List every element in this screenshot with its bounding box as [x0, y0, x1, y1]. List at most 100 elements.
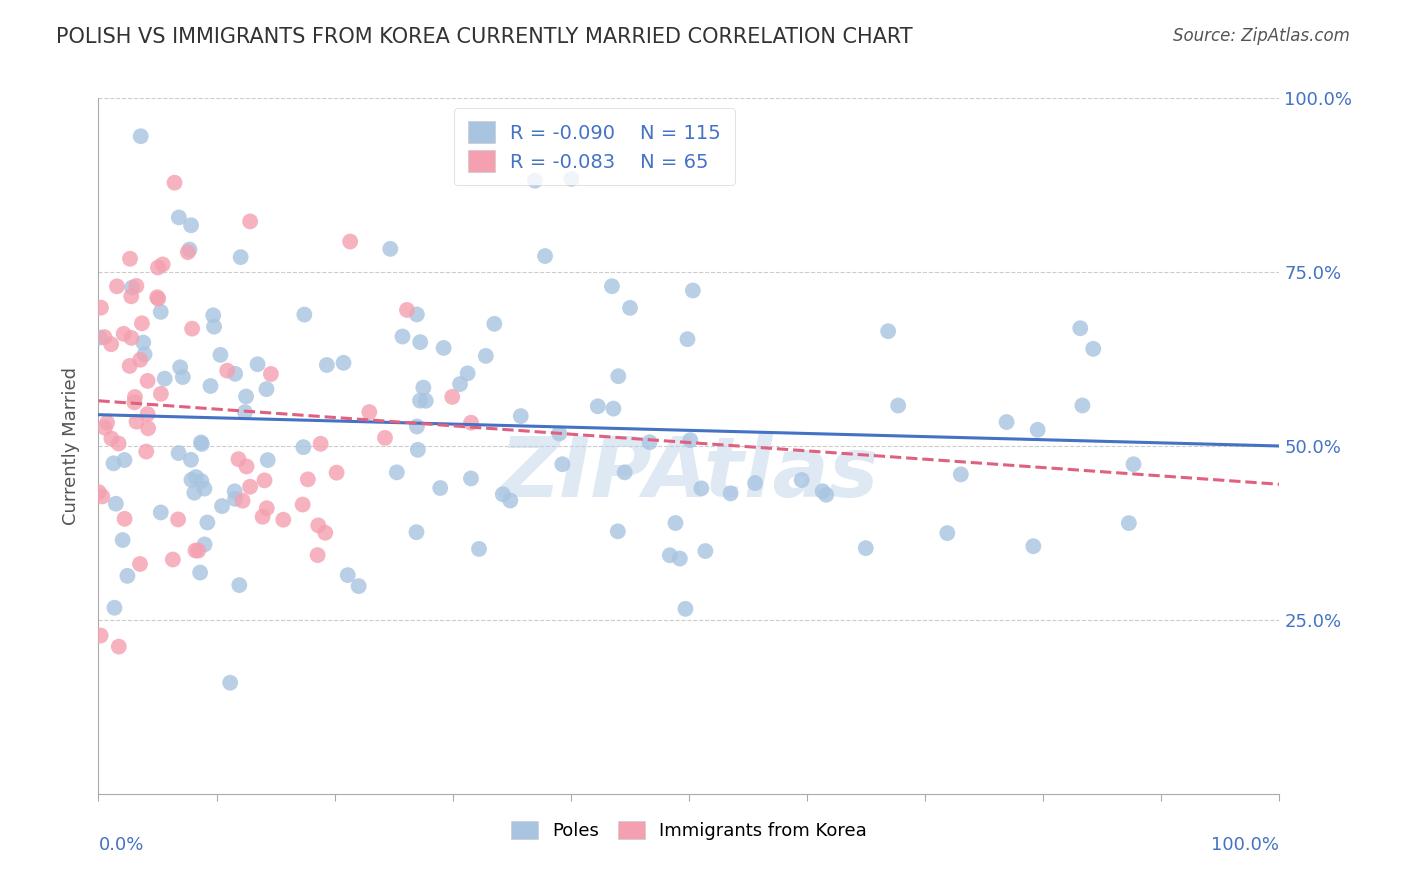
Point	[307, 518, 329, 533]
Point	[184, 543, 207, 558]
Point	[162, 552, 184, 566]
Point	[179, 243, 201, 257]
Point	[235, 459, 257, 474]
Point	[202, 309, 225, 323]
Point	[114, 512, 136, 526]
Point	[658, 548, 681, 562]
Point	[195, 516, 218, 530]
Point	[449, 377, 471, 392]
Point	[855, 541, 877, 556]
Point	[202, 319, 225, 334]
Legend: Poles, Immigrants from Korea: Poles, Immigrants from Korea	[503, 814, 875, 847]
Point	[253, 474, 276, 488]
Point	[292, 308, 315, 322]
Point	[167, 446, 190, 460]
Point	[125, 279, 148, 293]
Point	[359, 405, 381, 419]
Point	[374, 431, 396, 445]
Point	[100, 432, 122, 446]
Point	[228, 452, 250, 467]
Point	[87, 485, 110, 500]
Point	[129, 557, 152, 571]
Point	[152, 257, 174, 271]
Point	[132, 335, 155, 350]
Point	[90, 628, 112, 642]
Point	[229, 250, 252, 264]
Point	[228, 578, 250, 592]
Point	[107, 436, 129, 450]
Point	[457, 367, 479, 381]
Point	[124, 390, 146, 404]
Point	[509, 409, 531, 423]
Point	[548, 426, 571, 441]
Point	[120, 289, 142, 303]
Point	[877, 324, 900, 338]
Point	[1022, 539, 1045, 553]
Point	[200, 379, 222, 393]
Point	[136, 421, 159, 435]
Point	[606, 524, 628, 539]
Point	[1083, 342, 1105, 356]
Point	[484, 317, 506, 331]
Point	[224, 484, 246, 499]
Point	[405, 307, 427, 321]
Point	[347, 579, 370, 593]
Point	[1122, 457, 1144, 471]
Point	[209, 348, 232, 362]
Point	[1071, 399, 1094, 413]
Point	[217, 364, 239, 378]
Point	[219, 675, 242, 690]
Point	[292, 440, 315, 454]
Point	[492, 487, 515, 501]
Point	[675, 602, 697, 616]
Point	[103, 600, 125, 615]
Point	[271, 513, 294, 527]
Point	[129, 352, 152, 367]
Point	[309, 437, 332, 451]
Point	[260, 367, 283, 381]
Point	[409, 335, 432, 350]
Point	[690, 482, 713, 496]
Point	[607, 369, 630, 384]
Point	[1069, 321, 1091, 335]
Point	[111, 533, 134, 547]
Point	[177, 245, 200, 260]
Point	[441, 390, 464, 404]
Point	[429, 481, 451, 495]
Point	[325, 466, 347, 480]
Point	[409, 393, 432, 408]
Point	[190, 474, 212, 488]
Point	[720, 486, 742, 500]
Point	[100, 337, 122, 351]
Point	[239, 214, 262, 228]
Point	[499, 493, 522, 508]
Point	[167, 211, 190, 225]
Text: 100.0%: 100.0%	[1212, 836, 1279, 854]
Text: ZIPAtlas: ZIPAtlas	[499, 434, 879, 515]
Point	[524, 174, 547, 188]
Point	[669, 551, 692, 566]
Point	[167, 512, 190, 526]
Text: Source: ZipAtlas.com: Source: ZipAtlas.com	[1173, 27, 1350, 45]
Point	[118, 252, 141, 266]
Point	[121, 280, 143, 294]
Point	[181, 321, 204, 335]
Point	[118, 359, 141, 373]
Point	[291, 498, 314, 512]
Point	[180, 473, 202, 487]
Point	[252, 509, 274, 524]
Point	[475, 349, 498, 363]
Point	[676, 332, 699, 346]
Point	[1118, 516, 1140, 530]
Point	[385, 466, 408, 480]
Point	[936, 526, 959, 541]
Point	[169, 360, 191, 375]
Point	[146, 260, 169, 275]
Point	[104, 497, 127, 511]
Point	[315, 358, 337, 372]
Point	[232, 493, 254, 508]
Point	[224, 491, 246, 506]
Point	[412, 380, 434, 394]
Point	[256, 501, 278, 516]
Point	[149, 387, 172, 401]
